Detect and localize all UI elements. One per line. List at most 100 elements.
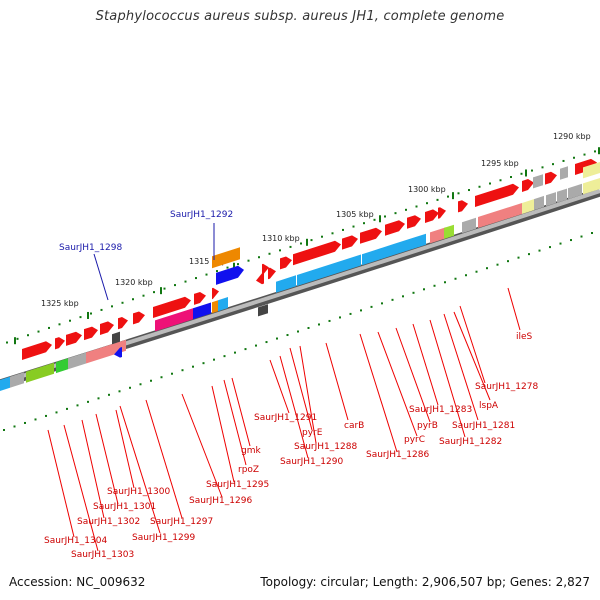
gene-label-rpoZ: rpoZ [238,465,259,475]
tick-dot-inner [465,274,467,277]
tick-dot-inner [433,284,436,287]
tick-major [598,147,600,155]
tick-dot-inner [454,277,457,280]
tick-major [233,262,235,270]
tick-dot [510,176,512,179]
tick-dot [279,249,281,252]
leader-line [223,379,247,466]
gene-label-carB: carB [344,421,364,431]
leader-line [93,253,109,301]
gene-label-1297: SaurJH1_1297 [150,517,213,527]
tick-dot [216,270,218,273]
tick-dot-inner [412,291,415,294]
tick-dot-inner [13,425,16,428]
scale-label-1325: 1325 kbp [41,299,79,308]
tick-dot-inner [549,246,551,249]
leader-line [453,311,491,401]
gene-feature [560,166,568,180]
tick-dot-inner [108,393,110,396]
tick-dot-inner [423,288,425,291]
tick-dot [478,185,481,188]
gene-feature [522,199,534,214]
tick-dot [583,153,586,156]
tick-dot-inner [223,355,226,358]
gene-label-1296: SaurJH1_1296 [189,496,252,506]
gene-feature [268,267,276,280]
gene-feature [86,339,126,364]
tick-dot [468,189,470,192]
scale-label-1320: 1320 kbp [115,278,153,287]
tick-dot-inner [192,365,194,368]
tick-dot [79,316,82,319]
tick-dot-inner [496,263,499,266]
gene-feature [212,300,218,314]
gene-feature [583,178,600,195]
leader-line [47,429,75,538]
map-title: Staphylococcus aureus subsp. aureus JH1,… [95,9,505,24]
tick-dot [594,150,596,153]
tick-dot [184,280,187,283]
gene-feature [360,227,382,244]
tick-dot-inner [3,428,5,431]
gene-label-1283: SaurJH1_1283 [409,405,472,415]
tick-major [525,169,527,177]
gene-feature [444,224,454,239]
tick-dot-inner [181,369,184,372]
scale-label-1315: 1315 kbp [189,257,227,266]
gene-feature [557,188,567,203]
gene-feature [407,215,421,229]
gene-label-1290: SaurJH1_1290 [280,457,343,467]
gene-feature [153,296,191,318]
scale-label-1300: 1300 kbp [408,185,446,194]
tick-dot-inner [360,309,362,312]
gene-label-1298: SaurJH1_1298 [59,243,122,253]
tick-dot [247,259,250,262]
gene-feature [416,233,426,248]
leader-line [95,413,119,505]
gene-feature [462,217,476,234]
tick-dot [6,341,8,344]
gene-feature [68,352,86,370]
gene-label-1286: SaurJH1_1286 [366,450,429,460]
tick-dot [436,198,439,201]
scale-label-1305: 1305 kbp [336,210,374,219]
tick-dot [300,242,302,245]
tick-major [14,337,16,345]
gene-label-1304: SaurJH1_1304 [44,536,107,546]
gene-feature [212,287,219,300]
gene-feature [22,341,52,360]
tick-dot [27,334,29,337]
tick-dot-inner [307,326,310,329]
gene-label-1291: SaurJH1_1291 [254,413,317,423]
tick-dot-inner [87,400,89,403]
tick-dot-inner [160,376,163,379]
scale-label-1295: 1295 kbp [481,159,519,168]
tick-dot [363,222,365,225]
gene-feature [10,372,24,388]
gene-feature [112,331,120,345]
tick-dot-inner [118,390,121,393]
leader-line [299,345,317,444]
leader-line [63,424,99,552]
gene-label-1282: SaurJH1_1282 [439,437,502,447]
gene-feature [118,317,128,330]
gene-feature [475,183,519,207]
tick-dot [289,245,292,248]
gene-label-1278: SaurJH1_1278 [475,382,538,392]
tick-dot [16,337,19,340]
gene-feature [394,236,416,255]
gene-feature [425,209,439,223]
tick-dot-inner [244,348,247,351]
gene-feature [297,254,361,286]
gene-label-pyrE: pyrE [302,428,323,438]
gene-feature [293,240,341,266]
tick-dot [447,195,449,198]
leader-line [429,319,466,438]
tick-dot-inner [213,358,215,361]
gene-feature [55,337,65,350]
scale-labels: 1290 kbp 1295 kbp 1300 kbp 1305 kbp 1310… [41,132,591,308]
tick-dot [121,301,124,304]
tick-dot-inner [171,372,173,375]
